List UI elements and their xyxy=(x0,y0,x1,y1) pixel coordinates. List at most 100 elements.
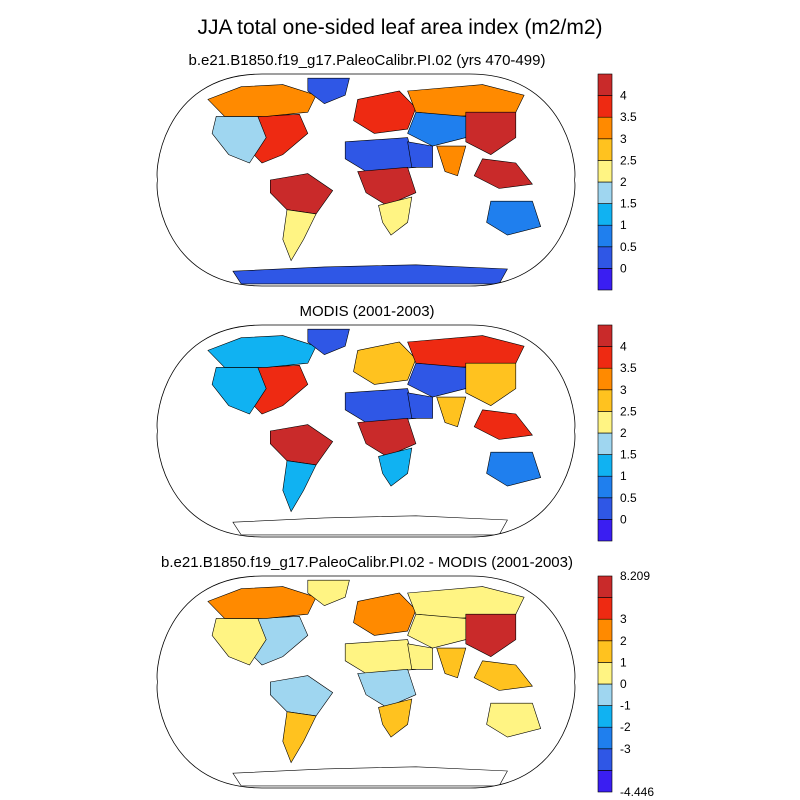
colorbar-3-swatch xyxy=(597,618,613,642)
colorbar-2-tick-label: 3.5 xyxy=(620,361,637,375)
figure-title: JJA total one-sided leaf area index (m2/… xyxy=(197,16,603,39)
colorbar-2-tick-label: 3 xyxy=(620,383,627,397)
region-south-america-north xyxy=(269,173,334,215)
region-africa-north xyxy=(344,639,417,674)
region-africa-north xyxy=(344,388,417,423)
region-south-america-south xyxy=(282,209,317,262)
colorbar-2-swatch xyxy=(597,389,613,412)
region-siberia xyxy=(407,335,525,368)
colorbar-3-swatch xyxy=(597,683,613,706)
region-antarctica xyxy=(232,766,508,787)
colorbar-2-swatch xyxy=(597,432,613,455)
colorbar-3-swatch xyxy=(597,597,613,620)
region-central-asia xyxy=(407,362,467,398)
colorbar-3-tick-label: 8.209 xyxy=(620,569,650,583)
region-central-asia xyxy=(407,111,467,147)
region-europe xyxy=(353,90,417,134)
map-panel-3: -4.446 -3 -2 -1 0 1 2 3 8.209 xyxy=(156,569,654,799)
colorbar-1-tick-label: 3 xyxy=(620,132,627,146)
region-south-america-south xyxy=(282,711,317,764)
colorbar-1-tick-label: 1.5 xyxy=(620,197,637,211)
region-africa-south xyxy=(378,196,413,236)
colorbar-3-tick-label: -3 xyxy=(620,742,631,756)
colorbar-1-swatch xyxy=(597,73,613,96)
colorbar-1-swatch xyxy=(597,246,613,269)
region-india xyxy=(436,145,467,177)
region-east-asia xyxy=(465,111,517,155)
colorbar-1-swatch xyxy=(597,116,613,140)
colorbar-2-swatch xyxy=(597,346,613,369)
colorbar-2-tick-label: 0 xyxy=(620,512,627,526)
region-south-america-north xyxy=(269,424,334,466)
region-arabia xyxy=(407,141,433,168)
colorbar-1-swatch xyxy=(597,138,613,161)
region-east-asia xyxy=(465,362,517,406)
colorbar-2-swatch xyxy=(597,519,613,542)
colorbar-1-tick-label: 0.5 xyxy=(620,240,637,254)
colorbar-1-tick-label: 2.5 xyxy=(620,153,637,167)
colorbar-3-tick-label: 1 xyxy=(620,655,627,669)
colorbar-1-tick-label: 2 xyxy=(620,175,627,189)
colorbar-2-tick-label: 2.5 xyxy=(620,404,637,418)
region-north-america-boreal xyxy=(207,84,317,117)
colorbar-2-swatch xyxy=(597,411,613,434)
region-africa-north xyxy=(344,137,417,172)
colorbar-3-tick-label: 0 xyxy=(620,677,627,691)
region-africa-central xyxy=(357,417,417,457)
colorbar-2-tick-label: 1.5 xyxy=(620,448,637,462)
colorbar-3-swatch xyxy=(597,748,613,771)
colorbar-2-tick-label: 0.5 xyxy=(620,491,637,505)
panel-2-title: MODIS (2001-2003) xyxy=(299,303,435,320)
colorbar-2-swatch xyxy=(597,324,613,347)
region-southeast-asia xyxy=(473,158,533,189)
region-greenland xyxy=(307,77,350,105)
region-africa-south xyxy=(378,698,413,738)
colorbar-2-swatch xyxy=(597,454,613,477)
region-africa-central xyxy=(357,668,417,708)
colorbar-2-tick-label: 4 xyxy=(620,340,627,354)
colorbar-1-swatch xyxy=(597,268,613,291)
region-siberia xyxy=(407,84,525,117)
region-greenland xyxy=(307,328,350,356)
region-north-america-boreal xyxy=(207,586,317,619)
map-panel-2: 0 0.5 1 1.5 2 2.5 3 3.5 4 xyxy=(156,324,637,542)
colorbar-1-tick-label: 4 xyxy=(620,89,627,103)
region-central-asia xyxy=(407,613,467,649)
region-east-asia xyxy=(465,613,517,657)
region-south-america-north xyxy=(269,675,334,717)
colorbar-2-tick-label: 2 xyxy=(620,426,627,440)
colorbar-3-tick-label: 2 xyxy=(620,634,627,648)
colorbar-3-swatch xyxy=(597,662,613,685)
colorbar-3-swatch xyxy=(597,575,613,598)
colorbar-3-swatch xyxy=(597,705,613,728)
region-north-america-boreal xyxy=(207,335,317,368)
colorbar-3-tick-label: -2 xyxy=(620,720,631,734)
region-arabia xyxy=(407,643,433,670)
panel-3-title: b.e21.B1850.f19_g17.PaleoCalibr.PI.02 - … xyxy=(161,554,573,571)
region-australia xyxy=(486,702,542,738)
region-southeast-asia xyxy=(473,660,533,691)
region-australia xyxy=(486,451,542,487)
region-antarctica xyxy=(232,515,508,536)
region-southeast-asia xyxy=(473,409,533,440)
colorbar-3-tick-label: -4.446 xyxy=(620,785,654,799)
colorbar-3-swatch xyxy=(597,640,613,663)
region-africa-central xyxy=(357,166,417,206)
region-africa-south xyxy=(378,447,413,487)
region-south-america-south xyxy=(282,460,317,513)
region-siberia xyxy=(407,586,525,619)
colorbar-1-tick-label: 3.5 xyxy=(620,110,637,124)
colorbar-2-swatch xyxy=(597,475,613,499)
map-outline xyxy=(156,73,576,287)
colorbar-1-tick-label: 0 xyxy=(620,261,627,275)
panel-1-title: b.e21.B1850.f19_g17.PaleoCalibr.PI.02 (y… xyxy=(188,52,546,69)
colorbar-3-tick-label: -1 xyxy=(620,699,631,713)
colorbar-3-tick-label: 3 xyxy=(620,612,627,626)
colorbar-2-swatch xyxy=(597,497,613,520)
region-india xyxy=(436,396,467,428)
colorbar-3-swatch xyxy=(597,726,613,750)
region-arabia xyxy=(407,392,433,419)
colorbar-1-swatch xyxy=(597,160,613,183)
colorbar-2-swatch xyxy=(597,367,613,391)
